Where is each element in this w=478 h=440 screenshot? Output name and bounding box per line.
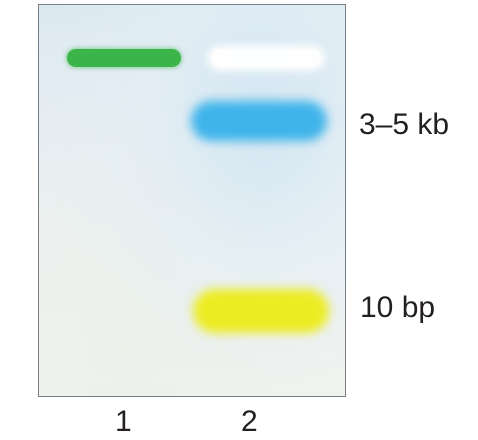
lane-2-upper-band	[191, 101, 327, 141]
gel-image	[38, 4, 346, 397]
lane-2-label: 2	[241, 405, 258, 438]
lane-2-lower-band	[193, 289, 329, 333]
lower-band-label: 10 bp	[360, 291, 436, 324]
lane-1-label: 1	[115, 405, 132, 438]
upper-band-label: 3–5 kb	[359, 108, 450, 141]
lane-2-well	[211, 49, 321, 67]
lane-1-band	[67, 49, 181, 67]
